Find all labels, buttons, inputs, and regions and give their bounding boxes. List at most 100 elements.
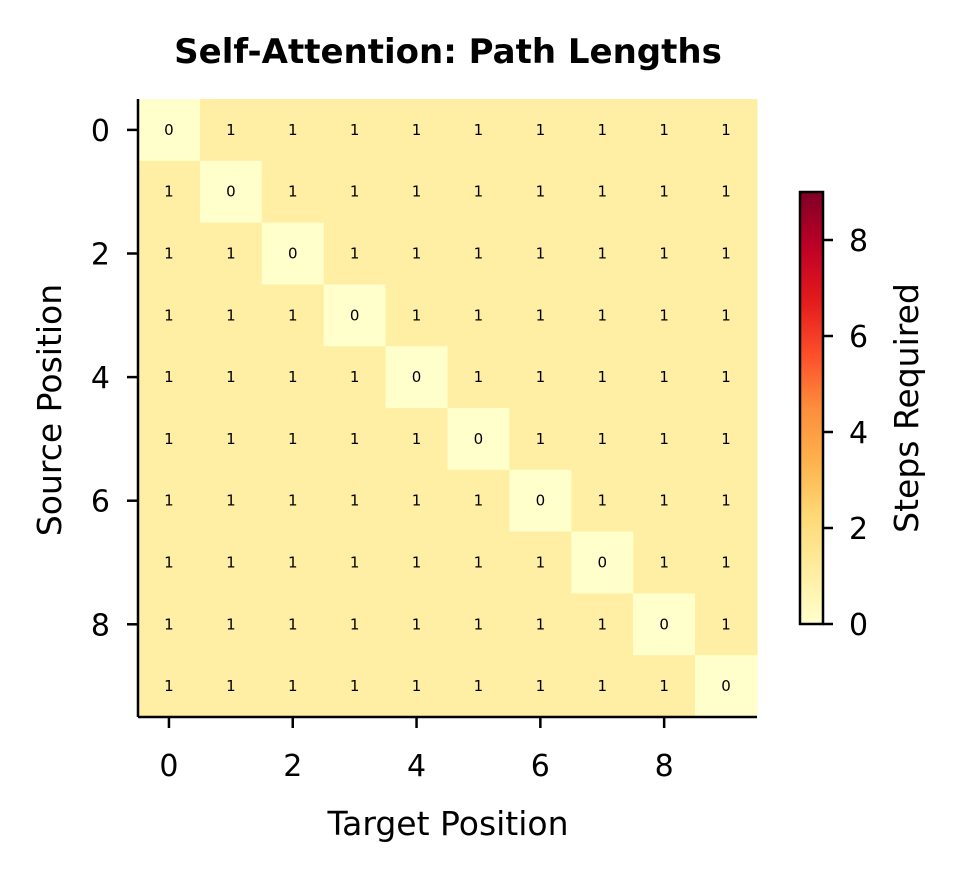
cell-value-label: 1: [659, 121, 669, 139]
cell-value-label: 1: [721, 368, 731, 386]
heatmap-cell: [633, 531, 696, 594]
heatmap-cell: [199, 160, 263, 224]
colorbar-tick-label: 2: [849, 512, 868, 547]
cell-value-label: 1: [412, 615, 422, 633]
cell-value-label: 1: [412, 430, 422, 448]
cell-value-label: 1: [597, 677, 607, 695]
cell-value-label: 1: [350, 615, 360, 633]
heatmap-cell: [571, 222, 634, 285]
cell-value-label: 1: [659, 430, 669, 448]
cell-value-label: 1: [536, 245, 546, 263]
cell-value-label: 1: [412, 677, 422, 695]
cell-value-label: 1: [721, 554, 731, 572]
cell-value-label: 1: [412, 306, 422, 324]
heatmap-cell: [509, 284, 572, 347]
cell-value-label: 1: [721, 183, 731, 201]
cell-value-label: 1: [659, 492, 669, 510]
cell-value-label: 1: [474, 492, 484, 510]
cell-value-label: 1: [350, 430, 360, 448]
cell-value-label: 1: [226, 430, 236, 448]
heatmap-cell: [261, 408, 325, 471]
heatmap-cell: [323, 346, 387, 409]
cell-value-label: 1: [164, 183, 174, 201]
heatmap-axes: [136, 99, 757, 719]
heatmap-cell: [633, 469, 696, 533]
heatmap-cell: [695, 408, 758, 471]
cell-value-label: 1: [721, 121, 731, 139]
cell-value-label: 1: [164, 677, 174, 695]
cell-value-label: 1: [721, 430, 731, 448]
heatmap-cell: [695, 346, 758, 409]
cell-value-label: 1: [412, 245, 422, 263]
cell-value-label: 1: [350, 245, 360, 263]
heatmap-cell: [385, 655, 449, 718]
heatmap-cell: [695, 99, 758, 162]
cell-value-label: 1: [474, 677, 484, 695]
cell-value-label: 1: [474, 121, 484, 139]
x-tick-label: 4: [407, 749, 426, 784]
cell-value-label: 1: [350, 677, 360, 695]
cell-value-label: 1: [597, 430, 607, 448]
heatmap-cell: [138, 222, 201, 285]
heatmap-cell: [571, 346, 634, 409]
y-tick-label: 6: [91, 485, 110, 520]
heatmap-cell: [571, 408, 634, 471]
heatmap-cell: [509, 160, 572, 224]
heatmap-cell: [633, 284, 696, 347]
y-tick-label: 4: [91, 361, 110, 396]
cell-value-label: 1: [659, 183, 669, 201]
heatmap-cell: [323, 469, 387, 533]
heatmap-cell: [385, 531, 449, 594]
heatmap-cell: [633, 222, 696, 285]
heatmap-cell: [261, 531, 325, 594]
cell-value-label: 0: [412, 368, 422, 386]
cell-value-label: 1: [288, 677, 298, 695]
cell-value-label: 1: [226, 121, 236, 139]
cell-value-label: 1: [721, 245, 731, 263]
heatmap-cell: [199, 593, 263, 656]
heatmap-cell: [509, 346, 572, 409]
heatmap-cell: [695, 655, 758, 718]
heatmap-cell: [385, 222, 449, 285]
y-tick-label: 2: [91, 238, 110, 273]
heatmap-cell: [447, 222, 510, 285]
heatmap-cell: [633, 160, 696, 224]
cell-value-label: 1: [226, 554, 236, 572]
heatmap-cell: [261, 160, 325, 224]
heatmap-cell: [385, 408, 449, 471]
cell-value-label: 1: [597, 183, 607, 201]
cell-value-label: 1: [474, 615, 484, 633]
cell-value-label: 1: [474, 368, 484, 386]
heatmap-cell: [447, 593, 510, 656]
cell-value-label: 1: [536, 368, 546, 386]
heatmap-cell: [385, 469, 449, 533]
cell-value-label: 1: [412, 554, 422, 572]
colorbar-ticks: 0 2 4 6 8: [823, 224, 868, 643]
heatmap-cell: [695, 284, 758, 347]
x-tick-label: 2: [283, 749, 302, 784]
cell-value-label: 1: [288, 183, 298, 201]
cell-value-label: 1: [536, 554, 546, 572]
heatmap-cell: [633, 99, 696, 162]
cell-value-label: 1: [288, 430, 298, 448]
cell-value-label: 1: [350, 368, 360, 386]
cell-value-label: 0: [597, 554, 607, 572]
cell-value-label: 1: [536, 183, 546, 201]
cell-value-label: 1: [164, 492, 174, 510]
cell-value-label: 1: [164, 368, 174, 386]
colorbar-label: Steps Required: [887, 283, 926, 533]
cell-value-label: 1: [164, 245, 174, 263]
cell-value-label: 1: [412, 183, 422, 201]
heatmap-cell: [323, 222, 387, 285]
y-ticks: 0 2 4 6 8: [91, 114, 138, 643]
heatmap-cell: [199, 469, 263, 533]
cell-value-label: 1: [721, 306, 731, 324]
cell-value-label: 0: [164, 121, 174, 139]
heatmap-cell: [199, 284, 263, 347]
cell-value-label: 1: [288, 554, 298, 572]
cell-value-label: 1: [288, 121, 298, 139]
heatmap-cell: [323, 593, 387, 656]
cell-value-label: 1: [226, 368, 236, 386]
chart-title: Self-Attention: Path Lengths: [174, 32, 722, 72]
x-tick-label: 8: [655, 749, 674, 784]
